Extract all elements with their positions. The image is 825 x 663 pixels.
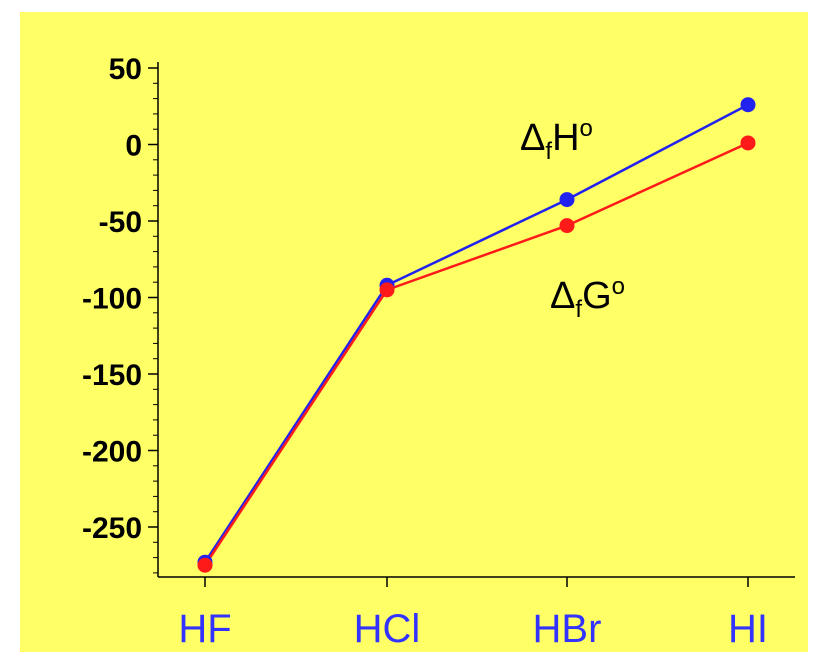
series-line-g: [203, 141, 749, 566]
data-point-g: [740, 135, 756, 151]
data-point-g: [197, 557, 213, 573]
data-point-g: [379, 282, 395, 298]
data-point-g: [559, 218, 575, 234]
y-tick-label: -250: [82, 512, 142, 545]
chart-background: [20, 12, 808, 652]
series-lines: [203, 103, 749, 566]
y-tick-label: -100: [82, 283, 142, 316]
y-ticks: 50 0 -50 -100 -150 -200 -250: [82, 53, 158, 545]
series-label-g: ΔfGo: [550, 273, 625, 323]
x-tick-label: HCl: [354, 607, 421, 651]
y-tick-label: -200: [82, 436, 142, 469]
y-tick-label: 50: [109, 53, 142, 86]
series-points: [197, 97, 756, 573]
x-ticks: HF HCl HBr HI: [178, 577, 768, 651]
axes: [157, 62, 795, 578]
y-tick-label: -50: [99, 206, 142, 239]
y-minor-ticks: [153, 82, 158, 574]
series-line-h: [203, 103, 749, 563]
data-point-h: [740, 97, 756, 113]
y-tick-label: -150: [82, 359, 142, 392]
x-tick-label: HBr: [533, 607, 602, 651]
data-point-h: [559, 192, 575, 208]
y-tick-label: 0: [125, 130, 142, 163]
series-label-h: ΔfHo: [520, 115, 593, 165]
x-tick-label: HF: [178, 607, 231, 651]
x-tick-label: HI: [728, 607, 768, 651]
